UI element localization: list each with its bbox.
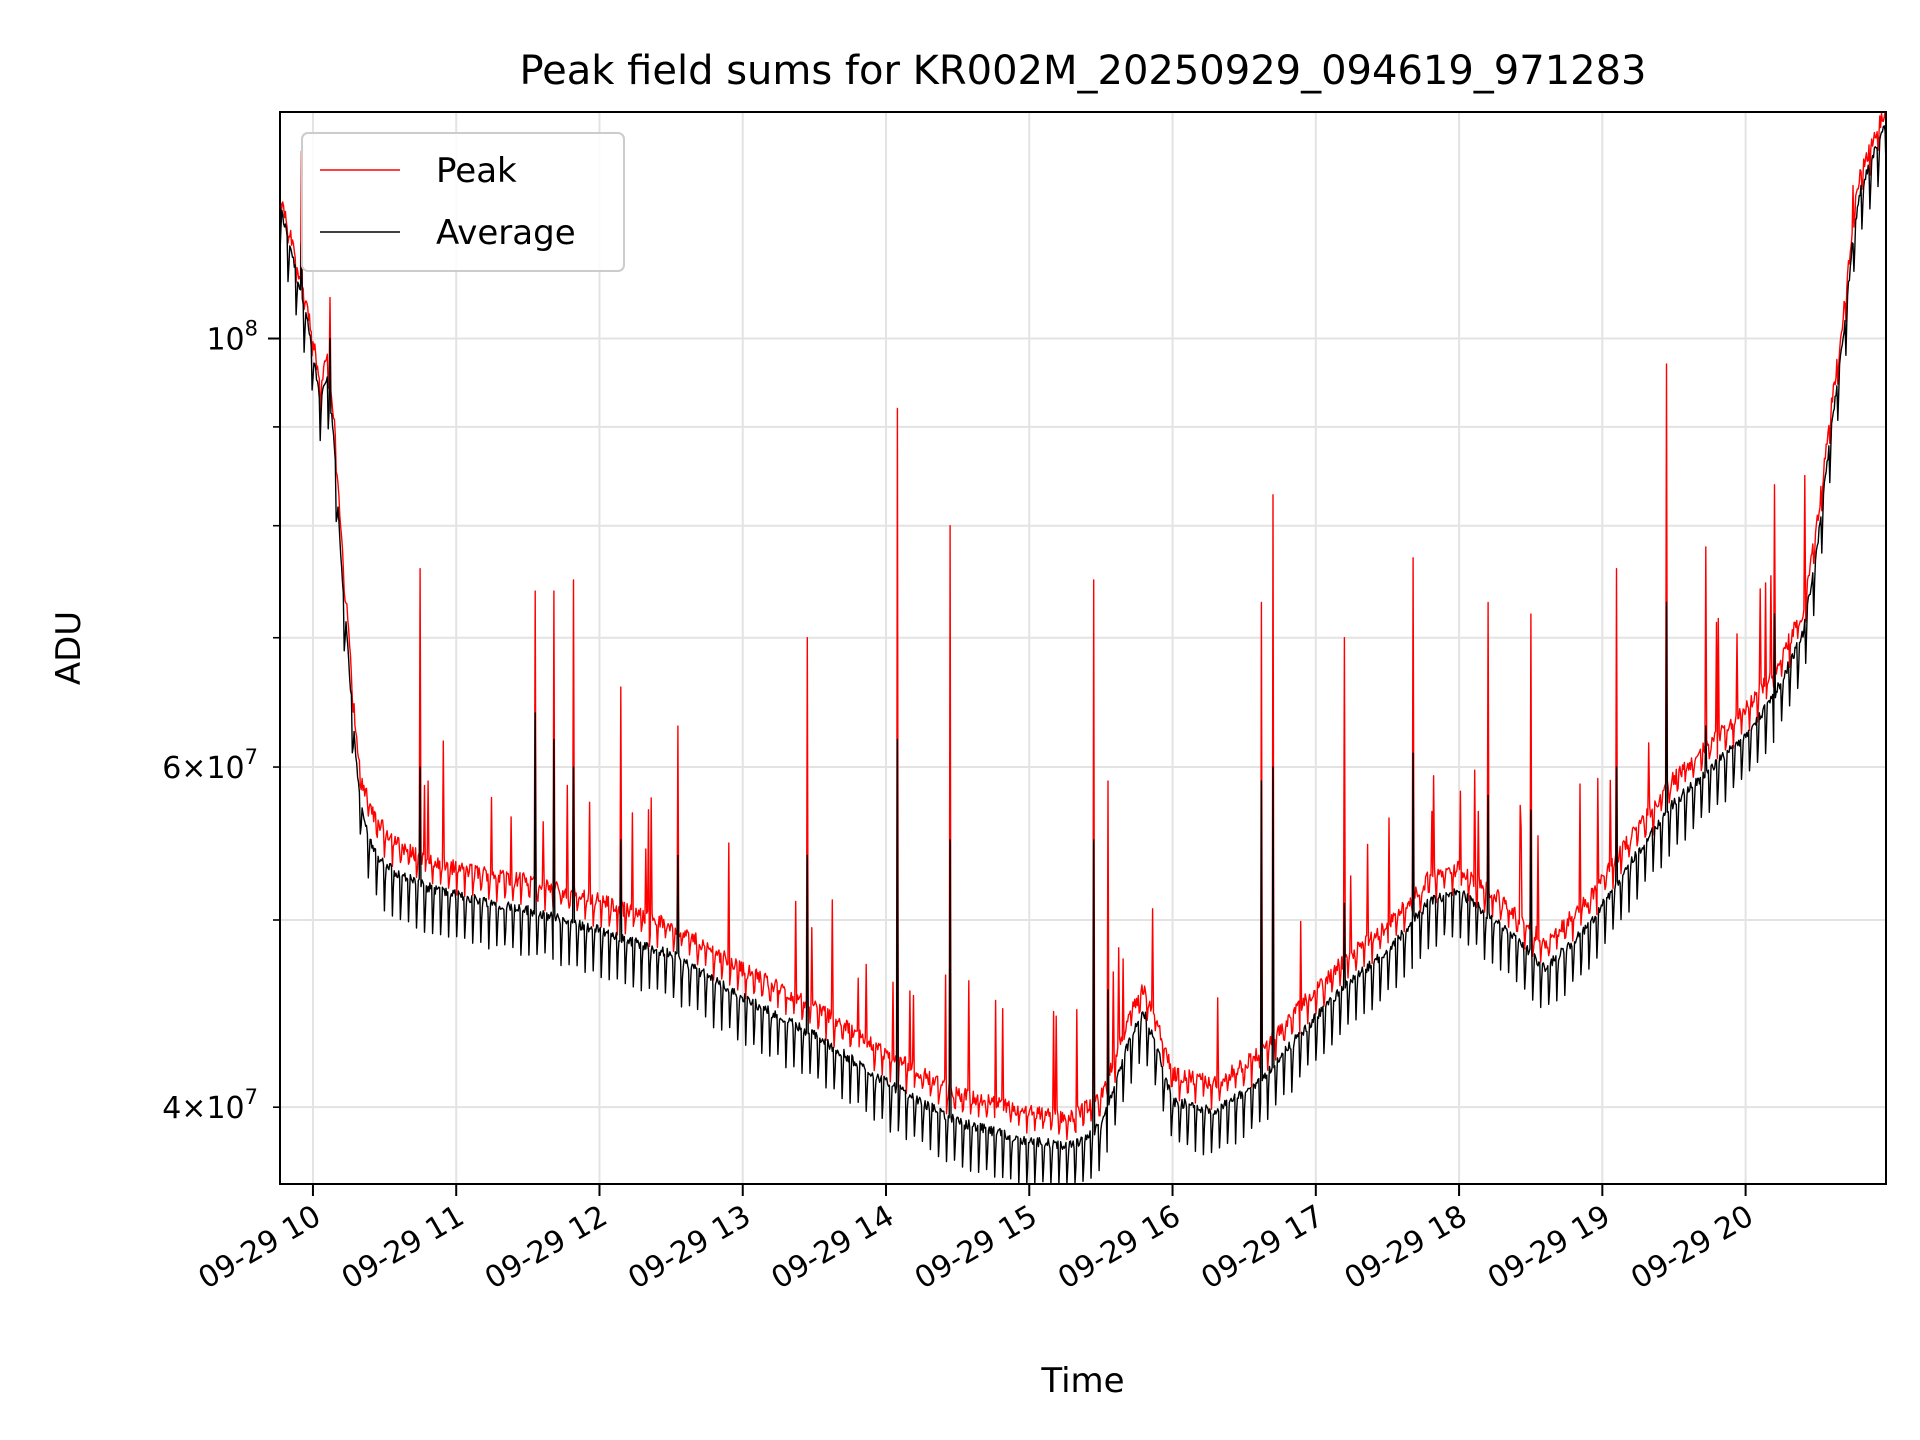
y-tick-label: 4×107 [162,1085,258,1126]
series-peak-line [279,111,1887,1141]
grid-lines [280,112,1886,1184]
legend-label-peak: Peak [436,151,517,191]
plot-area [279,111,1887,1185]
legend-label-average: Average [436,213,576,253]
legend: Peak Average [301,132,625,272]
legend-box [301,132,625,272]
y-axis-ticks: 108 4×107 6×107 [162,317,280,1126]
series-average-line [279,125,1887,1185]
y-tick-label: 6×107 [162,745,258,786]
axes-frame [279,111,1887,1185]
y-tick-label: 108 [206,317,258,358]
y-axis-label: ADU [49,611,89,685]
chart-title: Peak field sums for KR002M_20250929_0946… [519,48,1646,94]
x-axis-label: Time [1040,1361,1124,1401]
